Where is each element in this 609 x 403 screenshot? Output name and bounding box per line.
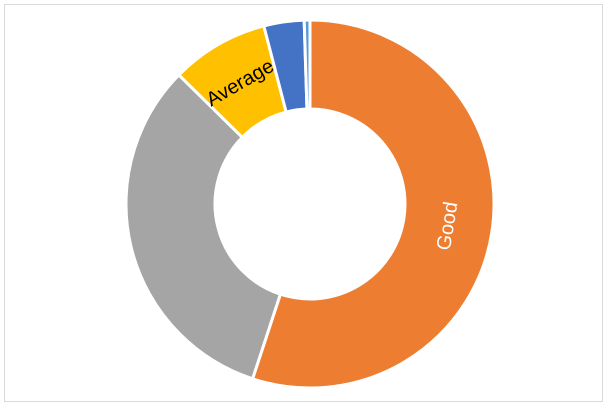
slice-good bbox=[251, 18, 496, 390]
donut-slices bbox=[124, 18, 496, 390]
slice-segment-2 bbox=[124, 73, 282, 381]
slice-segment-5 bbox=[302, 18, 312, 111]
